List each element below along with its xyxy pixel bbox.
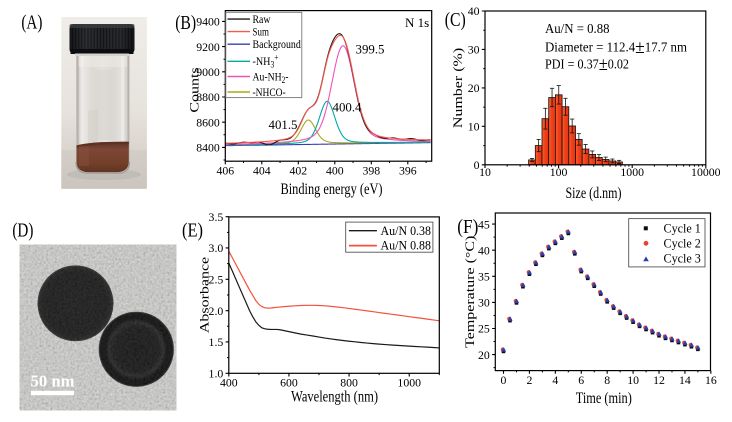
svg-text:25: 25 bbox=[478, 322, 490, 336]
svg-text:(F): (F) bbox=[457, 216, 478, 238]
svg-text:3.5: 3.5 bbox=[209, 210, 224, 224]
svg-text:40: 40 bbox=[478, 243, 490, 257]
svg-text:Raw: Raw bbox=[253, 12, 271, 26]
svg-text:600: 600 bbox=[280, 376, 298, 390]
svg-text:8400: 8400 bbox=[196, 141, 220, 155]
svg-text:396: 396 bbox=[399, 164, 417, 178]
svg-text:399.5: 399.5 bbox=[356, 42, 385, 57]
svg-text:(A): (A) bbox=[21, 11, 42, 33]
svg-text:3.0: 3.0 bbox=[209, 241, 224, 255]
svg-text:10: 10 bbox=[479, 165, 491, 179]
svg-text:4: 4 bbox=[552, 373, 558, 387]
svg-text:(E): (E) bbox=[182, 220, 203, 242]
svg-text:1.5: 1.5 bbox=[209, 335, 224, 349]
svg-text:45: 45 bbox=[478, 217, 490, 231]
svg-text:(D): (D) bbox=[12, 219, 33, 241]
svg-text:Au-NH2-: Au-NH2- bbox=[253, 69, 289, 85]
svg-text:Diameter = 112.4±17.7 nm: Diameter = 112.4±17.7 nm bbox=[545, 37, 687, 58]
svg-text:Cycle 1: Cycle 1 bbox=[664, 222, 701, 236]
svg-text:30: 30 bbox=[468, 43, 480, 57]
svg-text:401.5: 401.5 bbox=[269, 117, 298, 132]
svg-text:1000: 1000 bbox=[397, 376, 421, 390]
svg-text:Wavelength (nm): Wavelength (nm) bbox=[291, 389, 378, 406]
svg-text:Size (d.nm): Size (d.nm) bbox=[566, 185, 622, 202]
svg-text:Counts: Counts bbox=[188, 67, 202, 113]
svg-text:Au/N = 0.88: Au/N = 0.88 bbox=[545, 22, 610, 37]
svg-text:8800: 8800 bbox=[196, 90, 220, 104]
svg-text:Cycle 2: Cycle 2 bbox=[664, 237, 701, 251]
svg-text:0: 0 bbox=[474, 158, 480, 172]
svg-text:N 1s: N 1s bbox=[405, 15, 429, 30]
svg-text:10: 10 bbox=[627, 373, 639, 387]
svg-text:10000: 10000 bbox=[691, 165, 721, 179]
svg-text:-NHCO-: -NHCO- bbox=[253, 85, 286, 99]
svg-text:(B): (B) bbox=[175, 12, 196, 34]
svg-text:Time (min): Time (min) bbox=[576, 390, 632, 407]
svg-text:8600: 8600 bbox=[196, 115, 220, 129]
svg-text:35: 35 bbox=[478, 270, 490, 284]
svg-text:Number (%): Number (%) bbox=[452, 48, 466, 129]
svg-text:Au/N 0.88: Au/N 0.88 bbox=[381, 239, 432, 253]
svg-text:(C): (C) bbox=[445, 9, 466, 31]
svg-text:40: 40 bbox=[468, 4, 480, 18]
svg-text:9400: 9400 bbox=[196, 15, 220, 29]
svg-text:Absorbance: Absorbance bbox=[198, 257, 212, 333]
svg-text:2.0: 2.0 bbox=[209, 304, 224, 318]
svg-text:50 nm: 50 nm bbox=[31, 372, 75, 391]
svg-text:2.5: 2.5 bbox=[209, 273, 224, 287]
svg-text:Sum: Sum bbox=[253, 24, 270, 38]
svg-text:9200: 9200 bbox=[196, 40, 220, 54]
svg-text:6: 6 bbox=[578, 373, 584, 387]
svg-text:10: 10 bbox=[468, 120, 480, 134]
svg-text:Temperature (°C): Temperature (°C) bbox=[464, 235, 478, 347]
svg-text:9000: 9000 bbox=[196, 65, 220, 79]
svg-text:Au/N 0.38: Au/N 0.38 bbox=[381, 224, 432, 238]
svg-text:16: 16 bbox=[705, 373, 717, 387]
svg-text:404: 404 bbox=[253, 164, 271, 178]
svg-text:8: 8 bbox=[604, 373, 610, 387]
svg-text:402: 402 bbox=[289, 164, 307, 178]
svg-text:0: 0 bbox=[501, 373, 507, 387]
svg-text:400: 400 bbox=[326, 164, 344, 178]
svg-text:406: 406 bbox=[216, 164, 234, 178]
svg-text:398: 398 bbox=[362, 164, 380, 178]
svg-text:1.0: 1.0 bbox=[209, 367, 224, 381]
svg-text:100: 100 bbox=[550, 165, 568, 179]
svg-text:Cycle 3: Cycle 3 bbox=[664, 252, 701, 266]
svg-text:20: 20 bbox=[468, 81, 480, 95]
svg-text:Background: Background bbox=[253, 37, 301, 51]
svg-text:20: 20 bbox=[478, 348, 490, 362]
svg-text:1000: 1000 bbox=[620, 165, 644, 179]
svg-text:30: 30 bbox=[478, 296, 490, 310]
svg-text:800: 800 bbox=[340, 376, 358, 390]
svg-text:PDI = 0.37±0.02: PDI = 0.37±0.02 bbox=[545, 54, 629, 75]
svg-text:Binding energy (eV): Binding energy (eV) bbox=[281, 181, 383, 198]
svg-text:12: 12 bbox=[653, 373, 665, 387]
svg-text:2: 2 bbox=[526, 373, 532, 387]
svg-text:14: 14 bbox=[679, 373, 691, 387]
svg-text:400: 400 bbox=[220, 376, 238, 390]
svg-text:400.4: 400.4 bbox=[333, 100, 362, 115]
